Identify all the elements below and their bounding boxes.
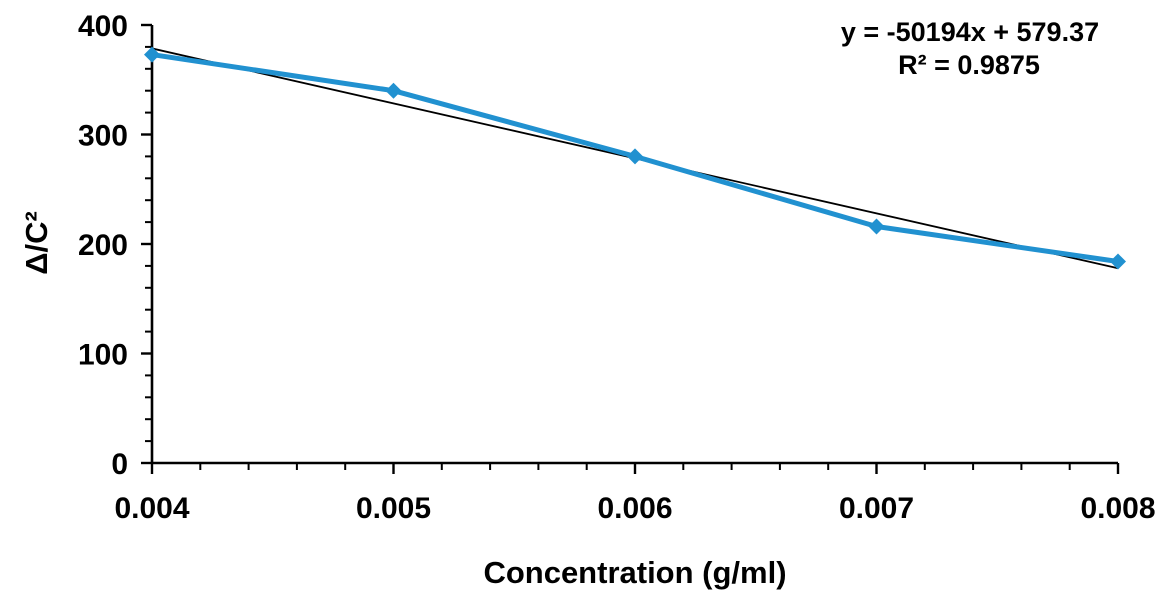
axes-layer: 0 100 200 300 400 0.004 0.005 0.006 0.007 0.008 [78, 10, 1156, 525]
series-layer [144, 46, 1126, 270]
data-point-marker [144, 46, 160, 63]
r-squared-label: R² = 0.9875 [898, 50, 1040, 80]
x-tick-label: 0.005 [356, 492, 431, 525]
x-tick-label: 0.007 [839, 492, 914, 525]
x-axis-title: Concentration (g/ml) [483, 555, 786, 590]
y-tick-label: 0 [111, 448, 128, 481]
data-point-marker [868, 218, 885, 235]
y-tick-label: 300 [78, 120, 128, 153]
data-point-marker [627, 148, 643, 165]
y-tick-label: 200 [78, 229, 128, 262]
data-point-marker [1110, 253, 1126, 270]
trendline-equation-label: y = -50194x + 579.37 [841, 17, 1099, 47]
y-tick-label: 100 [78, 339, 128, 372]
x-tick-label: 0.008 [1080, 492, 1155, 525]
data-point-marker [385, 82, 402, 99]
y-axis-title: Δ/C² [19, 211, 54, 275]
x-tick-label: 0.004 [114, 492, 189, 525]
x-tick-label: 0.006 [597, 492, 672, 525]
y-tick-label: 400 [78, 10, 128, 43]
